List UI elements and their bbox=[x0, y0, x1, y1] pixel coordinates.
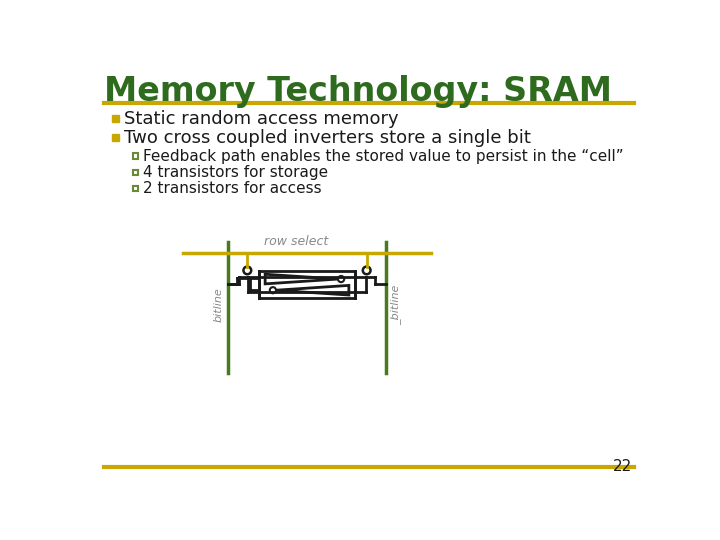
Text: bitline: bitline bbox=[214, 288, 224, 322]
Text: _bitline: _bitline bbox=[390, 285, 401, 325]
Text: Two cross coupled inverters store a single bit: Two cross coupled inverters store a sing… bbox=[124, 129, 531, 147]
Bar bbox=[132, 186, 138, 191]
Text: row select: row select bbox=[264, 235, 328, 248]
Bar bbox=[132, 170, 138, 175]
Text: 2 transistors for access: 2 transistors for access bbox=[143, 181, 321, 196]
Text: Static random access memory: Static random access memory bbox=[124, 110, 399, 127]
Bar bbox=[112, 115, 119, 122]
Text: Memory Technology: SRAM: Memory Technology: SRAM bbox=[104, 75, 612, 108]
Text: Feedback path enables the stored value to persist in the “cell”: Feedback path enables the stored value t… bbox=[143, 149, 624, 164]
Bar bbox=[132, 153, 138, 159]
Text: 22: 22 bbox=[613, 460, 632, 475]
Text: 4 transistors for storage: 4 transistors for storage bbox=[143, 165, 328, 180]
Bar bbox=[112, 134, 119, 141]
